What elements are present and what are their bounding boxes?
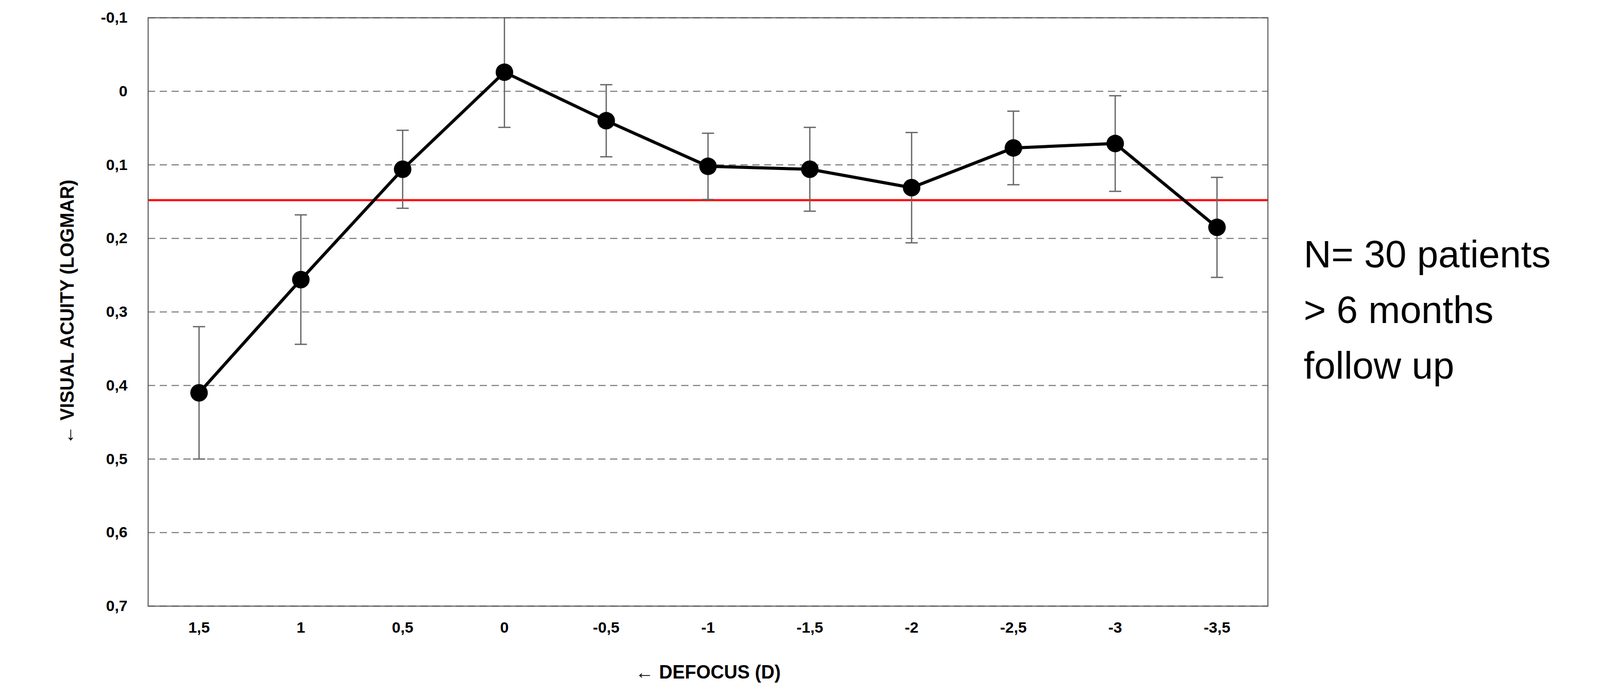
svg-text:0: 0 <box>500 618 510 636</box>
svg-text:← DEFOCUS (D): ← DEFOCUS (D) <box>635 661 781 683</box>
svg-text:← VISUAL ACUITY (LOGMAR): ← VISUAL ACUITY (LOGMAR) <box>56 179 78 445</box>
svg-text:-3,5: -3,5 <box>1203 618 1231 636</box>
svg-text:-1,5: -1,5 <box>796 618 824 636</box>
html-text:N= 30 patients: N= 30 patients <box>1303 232 1551 276</box>
svg-text:1: 1 <box>296 618 306 636</box>
svg-text:0,5: 0,5 <box>106 450 128 468</box>
svg-text:0,1: 0,1 <box>106 156 128 174</box>
svg-text:0: 0 <box>119 82 128 100</box>
svg-text:-1: -1 <box>701 618 716 636</box>
svg-text:0,5: 0,5 <box>392 618 414 636</box>
svg-text:0,4: 0,4 <box>106 376 128 394</box>
svg-text:-3: -3 <box>1108 618 1123 636</box>
svg-text:0,7: 0,7 <box>106 597 128 615</box>
html-text:> 6 months: > 6 months <box>1303 288 1494 332</box>
svg-text:0,6: 0,6 <box>106 523 128 541</box>
svg-text:-0,1: -0,1 <box>100 8 128 26</box>
html-text:follow up: follow up <box>1303 344 1455 387</box>
svg-text:-2: -2 <box>904 618 919 636</box>
svg-text:0,2: 0,2 <box>106 229 128 247</box>
svg-text:-2,5: -2,5 <box>1000 618 1027 636</box>
svg-text:1,5: 1,5 <box>188 618 210 636</box>
svg-text:0,3: 0,3 <box>106 302 128 320</box>
svg-text:-0,5: -0,5 <box>593 618 620 636</box>
